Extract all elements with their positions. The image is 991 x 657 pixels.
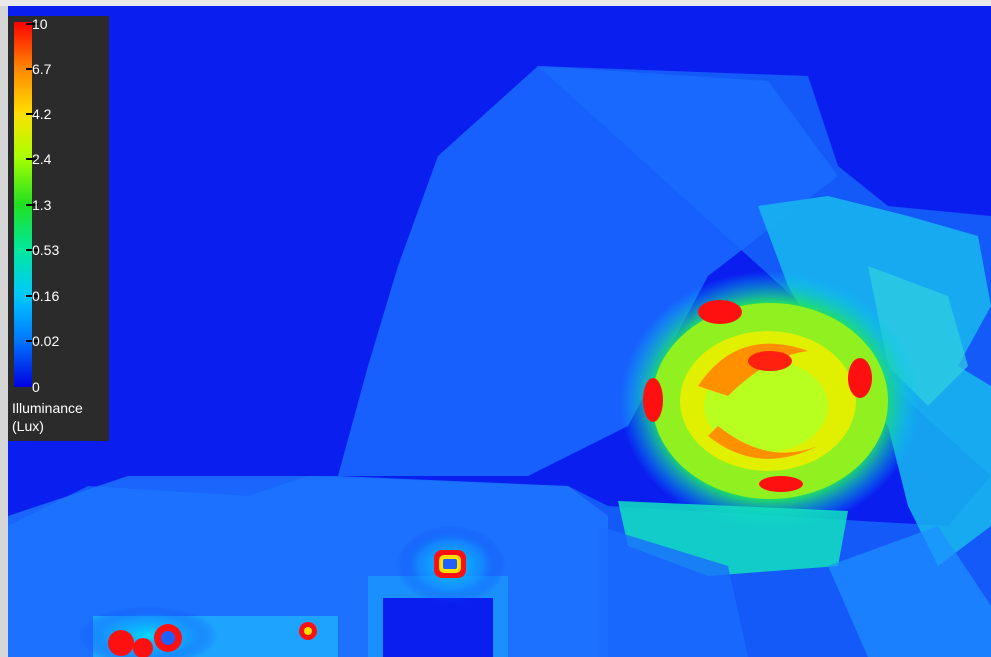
doorway-opening <box>383 598 493 657</box>
hotspot-top-left <box>698 300 742 324</box>
legend-tick <box>26 340 38 342</box>
legend-label: 0.53 <box>32 242 60 258</box>
hotspot-center <box>748 351 792 371</box>
legend-tick <box>26 158 38 160</box>
fixture-bl-1 <box>108 630 134 656</box>
fixture-bl-3-core <box>161 631 175 645</box>
lower-right-block <box>828 526 991 657</box>
hotspot-right <box>848 358 872 398</box>
legend-label: 0.02 <box>32 333 60 349</box>
legend-title-unit: (Lux) <box>12 418 44 434</box>
hotspot-left <box>643 378 663 422</box>
lower-blue-block <box>598 526 748 657</box>
legend-tick <box>26 249 38 251</box>
fixture-bl-2 <box>133 638 153 657</box>
illuminance-heatmap <box>8 66 991 657</box>
legend-title: Illuminance (Lux) <box>12 399 83 435</box>
legend-tick <box>26 295 38 297</box>
window-top-border <box>0 0 991 6</box>
legend-label: 4.2 <box>32 106 52 122</box>
fixture-center-core <box>443 559 457 569</box>
legend-label: 2.4 <box>32 151 52 167</box>
legend-label: 10 <box>32 16 48 32</box>
illuminance-legend: 10 6.7 4.2 2.4 1.3 0.53 0.16 0.02 0 Illu… <box>8 16 109 441</box>
legend-title-quantity: Illuminance <box>12 400 83 416</box>
legend-label: 0.16 <box>32 288 60 304</box>
legend-label: 1.3 <box>32 197 52 213</box>
legend-tick <box>26 68 38 70</box>
legend-label: 6.7 <box>32 61 52 77</box>
hotspot-bottom <box>759 476 803 492</box>
legend-tick <box>26 113 38 115</box>
legend-tick <box>26 204 38 206</box>
legend-label: 0 <box>32 379 40 395</box>
diffuse-light-cone <box>338 66 838 476</box>
legend-tick <box>26 23 38 25</box>
window-left-border <box>0 6 8 657</box>
fixture-bl-4-core <box>304 627 312 635</box>
ring-orange-band-lower <box>708 426 818 459</box>
illuminance-render-viewport[interactable]: 10 6.7 4.2 2.4 1.3 0.53 0.16 0.02 0 Illu… <box>8 6 991 657</box>
